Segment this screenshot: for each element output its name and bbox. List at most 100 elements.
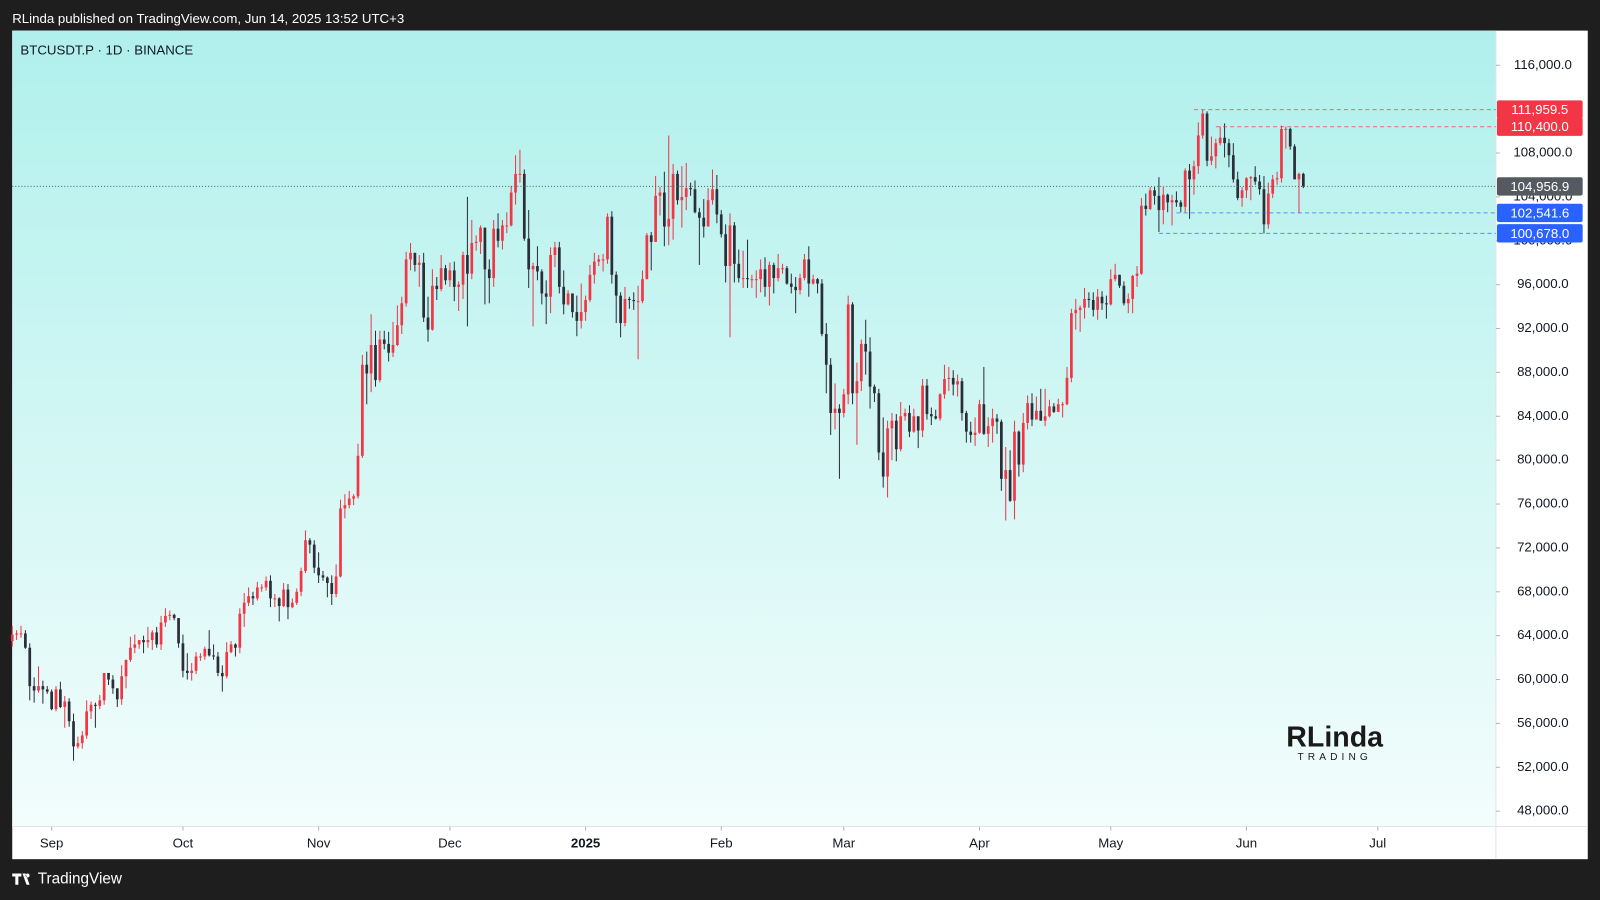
candle-body (339, 508, 342, 577)
candle-body (842, 394, 846, 413)
candle-body (396, 325, 399, 345)
candle-body (562, 286, 566, 305)
candle-body (706, 200, 710, 227)
candle-body (155, 632, 159, 645)
candle-body (413, 252, 417, 265)
candle-body (759, 269, 763, 280)
publish-note: RLinda published on TradingView.com, Jun… (12, 11, 404, 26)
candle-body (63, 701, 67, 707)
x-tick-label: Jun (1236, 835, 1257, 850)
candle-body (960, 381, 964, 413)
candle-body (943, 378, 946, 395)
y-tick-label: 96,000.0 (1517, 276, 1569, 291)
footer-logo (12, 873, 30, 885)
candle-body (1126, 298, 1130, 304)
price-tag-label: 100,678.0 (1510, 226, 1569, 241)
candle-body (1210, 156, 1213, 161)
y-tick-label: 60,000.0 (1517, 671, 1569, 686)
candle-body (1161, 194, 1165, 211)
candle-body (229, 644, 233, 653)
candle-body (409, 252, 412, 260)
candle-body (501, 225, 504, 241)
candle-body (1188, 170, 1191, 180)
candle-body (72, 721, 75, 747)
candle-body (295, 591, 299, 603)
candle-body (1262, 189, 1266, 225)
candle-body (1148, 190, 1152, 209)
candle-body (1078, 307, 1082, 310)
candle-body (768, 264, 771, 287)
candle-body (877, 393, 881, 453)
candle-body (94, 704, 97, 706)
watermark: RLinda (1286, 721, 1384, 753)
candle-body (838, 408, 841, 413)
candle-body (754, 279, 758, 281)
candle-body (312, 544, 316, 568)
candle-body (59, 689, 62, 707)
candle-body (1288, 128, 1292, 147)
candle-body (1096, 296, 1100, 310)
x-tick-label: Jul (1369, 835, 1386, 850)
y-tick-label: 84,000.0 (1517, 408, 1569, 423)
candle-body (50, 691, 53, 710)
candle-body (973, 432, 977, 435)
candle-body (483, 227, 487, 270)
candle-body (177, 618, 180, 644)
candle-body (509, 192, 513, 226)
candle-body (684, 188, 688, 197)
x-tick-label: Apr (969, 835, 990, 850)
candle-body (457, 284, 461, 287)
candle-body (527, 238, 531, 270)
candle-body (1083, 298, 1086, 308)
candle-body (929, 414, 933, 417)
candle-body (820, 283, 824, 335)
candle-body (124, 659, 128, 677)
candle-body (807, 259, 811, 284)
price-tag-label: 111,959.5 (1511, 102, 1568, 117)
candle-body (330, 583, 334, 594)
candle-body (978, 404, 981, 433)
candle-body (1004, 470, 1008, 479)
candle-body (89, 704, 93, 712)
candle-body (1118, 274, 1121, 286)
candle-body (54, 689, 58, 710)
candle-body (1100, 296, 1104, 304)
candle-body (1013, 431, 1016, 501)
candle-body (321, 575, 325, 578)
candle-body (251, 596, 255, 599)
candle-body (431, 285, 434, 330)
candle-body (120, 676, 124, 700)
candle-body (80, 735, 84, 744)
candle-body (216, 656, 220, 673)
candle-body (1061, 404, 1064, 406)
candle-body (1140, 205, 1143, 274)
candle-body (798, 278, 802, 291)
candle-body (619, 295, 622, 324)
price-tag-label: 110,400.0 (1511, 119, 1569, 134)
candle-body (32, 686, 36, 691)
x-tick-label: Sep (40, 835, 64, 850)
candle-body (102, 672, 106, 701)
candle-body (855, 381, 859, 394)
candle-body (1301, 173, 1305, 187)
candle-body (242, 602, 246, 614)
candle-body (536, 266, 539, 272)
candle-body (606, 216, 609, 260)
candle-body (951, 377, 955, 385)
candle-body (1297, 173, 1301, 180)
candle-body (1249, 177, 1253, 179)
candle-body (461, 255, 465, 285)
candle-body (1266, 193, 1270, 225)
candle-body (627, 298, 631, 301)
candle-body (833, 408, 837, 413)
candle-body (247, 596, 250, 603)
logo-icon (12, 873, 30, 885)
candle-body (803, 259, 806, 279)
candle-body (894, 420, 898, 450)
candle-body (1170, 200, 1174, 203)
candle-body (181, 643, 185, 671)
candle-body (781, 268, 784, 270)
y-tick-label: 80,000.0 (1517, 452, 1569, 467)
candle-body (868, 351, 872, 387)
candle-body (470, 242, 474, 274)
